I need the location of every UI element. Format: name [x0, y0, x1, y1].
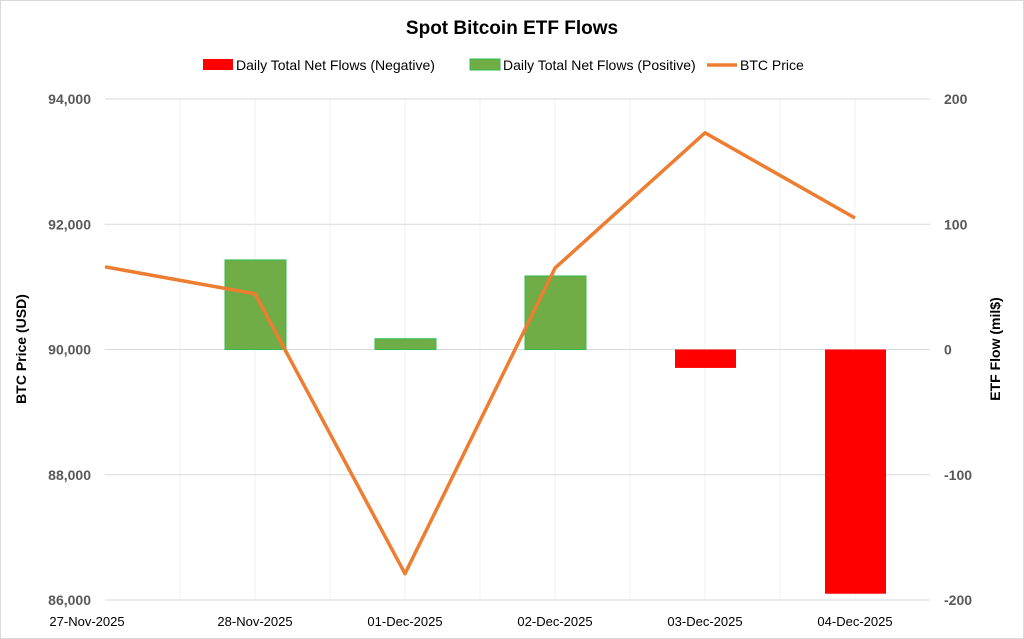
y-axis-label-left: BTC Price (USD) — [13, 294, 29, 404]
btc-price-line — [104, 131, 856, 576]
y-axis-label-right: ETF Flow (mil$) — [987, 297, 1003, 400]
legend-swatch — [469, 58, 501, 71]
y-tick-label-right: -100 — [944, 467, 972, 483]
legend-label: Daily Total Net Flows (Positive) — [503, 57, 696, 73]
bars — [224, 259, 886, 594]
y-tick-label-left: 92,000 — [48, 216, 91, 232]
y-tick-label-right: 0 — [944, 342, 952, 358]
y-tick-label-right: 200 — [944, 91, 968, 107]
y-tick-label-left: 94,000 — [48, 91, 91, 107]
price-line — [104, 131, 856, 576]
y-tick-label-right: 100 — [944, 216, 968, 232]
axes: 86,00088,00090,00092,00094,000-200-10001… — [48, 91, 972, 629]
legend-label: BTC Price — [740, 57, 804, 73]
x-tick-label: 01-Dec-2025 — [367, 614, 442, 629]
y-tick-label-left: 88,000 — [48, 467, 91, 483]
y-tick-label-left: 90,000 — [48, 342, 91, 358]
legend-swatch — [203, 59, 233, 70]
legend: Daily Total Net Flows (Negative) Daily To… — [203, 57, 804, 73]
chart-title: Spot Bitcoin ETF Flows — [406, 18, 618, 39]
y-tick-label-right: -200 — [944, 592, 972, 608]
bar — [374, 338, 437, 350]
x-tick-label: 02-Dec-2025 — [517, 614, 592, 629]
x-tick-label: 27-Nov-2025 — [49, 614, 124, 629]
legend-label: Daily Total Net Flows (Negative) — [236, 57, 435, 73]
x-tick-label: 28-Nov-2025 — [217, 614, 292, 629]
x-tick-label: 04-Dec-2025 — [817, 614, 892, 629]
bar — [524, 275, 587, 350]
x-tick-label: 03-Dec-2025 — [667, 614, 742, 629]
bar — [675, 349, 736, 368]
y-tick-label-left: 86,000 — [48, 592, 91, 608]
bar — [825, 349, 886, 594]
